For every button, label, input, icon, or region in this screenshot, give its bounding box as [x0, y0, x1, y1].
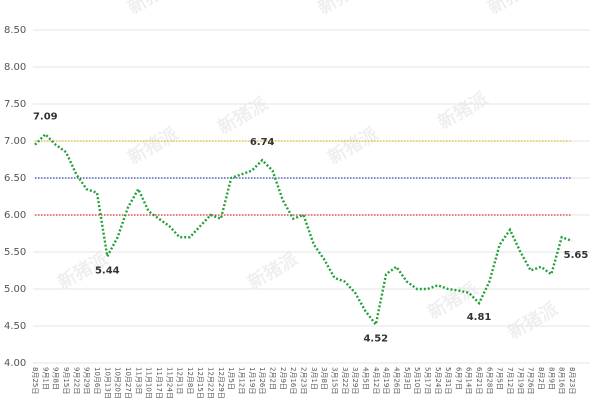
x-tick-label: 8月23日 [568, 367, 576, 394]
x-tick-label: 5月3日 [403, 367, 411, 390]
x-tick-label: 10月13日 [103, 367, 111, 399]
watermark: 新猪派 [214, 92, 273, 139]
y-tick-label: 6.00 [4, 210, 26, 221]
x-tick-label: 7月19日 [516, 367, 524, 394]
data-label: 7.09 [33, 111, 58, 122]
x-tick-label: 3月1日 [310, 367, 318, 390]
x-tick-label: 12月1日 [176, 367, 184, 394]
x-tick-label: 8月9日 [547, 367, 555, 390]
x-tick-label: 10月27日 [124, 367, 132, 399]
x-tick-label: 7月26日 [527, 367, 535, 394]
x-tick-label: 5月10日 [413, 367, 421, 394]
y-tick-label: 7.00 [4, 136, 26, 147]
x-tick-label: 4月5日 [361, 367, 369, 390]
watermark: 新猪派 [244, 247, 303, 294]
x-tick-label: 10月6日 [93, 367, 101, 394]
x-tick-label: 9月22日 [72, 367, 80, 394]
x-tick-label: 11月17日 [155, 367, 163, 399]
x-tick-label: 6月14日 [465, 367, 473, 394]
x-tick-label: 2月2日 [269, 367, 277, 390]
x-tick-label: 4月19日 [382, 367, 390, 394]
x-tick-label: 1月26日 [258, 367, 266, 394]
x-tick-label: 1月19日 [248, 367, 256, 394]
data-label: 4.52 [363, 334, 388, 345]
x-tick-label: 12月8日 [186, 367, 194, 394]
data-label: 5.44 [95, 265, 120, 276]
x-tick-label: 8月25日 [31, 367, 39, 394]
x-tick-label: 1月12日 [238, 367, 246, 394]
x-tick-label: 5月31日 [444, 367, 452, 394]
y-tick-label: 4.50 [4, 321, 26, 332]
data-label: 5.65 [564, 250, 589, 261]
x-tick-label: 9月15日 [62, 367, 70, 394]
watermark: 新猪派 [124, 0, 183, 19]
x-tick-label: 8月16日 [558, 367, 566, 394]
y-tick-label: 5.00 [4, 284, 26, 295]
x-tick-label: 3月22日 [341, 367, 349, 394]
x-tick-label: 9月1日 [41, 367, 49, 390]
watermark: 新猪派 [324, 122, 383, 169]
x-tick-label: 9月29日 [83, 367, 91, 394]
x-tick-label: 6月7日 [454, 367, 462, 390]
data-label: 6.74 [250, 137, 275, 148]
data-line [34, 132, 573, 328]
watermark: 新猪派 [434, 87, 493, 134]
x-tick-label: 11月10日 [145, 367, 153, 399]
watermark: 新猪派 [314, 0, 373, 19]
watermark: 新猪派 [504, 297, 563, 344]
y-tick-label: 6.50 [4, 173, 26, 184]
x-tick-label: 12月29日 [217, 367, 225, 399]
x-tick-label: 3月15日 [330, 367, 338, 394]
x-tick-label: 5月17日 [423, 367, 431, 394]
x-tick-label: 2月16日 [289, 367, 297, 394]
x-tick-label: 10月20日 [114, 367, 122, 399]
x-tick-label: 2月23日 [300, 367, 308, 394]
y-tick-label: 8.00 [4, 62, 26, 73]
x-tick-label: 7月12日 [506, 367, 514, 394]
y-tick-label: 7.50 [4, 99, 26, 110]
x-tick-label: 6月28日 [485, 367, 493, 394]
x-tick-label: 2月9日 [279, 367, 287, 390]
watermark: 新猪派 [124, 122, 183, 169]
x-tick-label: 6月21日 [475, 367, 483, 394]
x-tick-label: 12月15日 [196, 367, 204, 399]
data-label: 4.81 [467, 312, 492, 323]
x-tick-label: 4月12日 [372, 367, 380, 394]
watermark: 新猪派 [484, 0, 543, 19]
x-tick-label: 5月24日 [434, 367, 442, 394]
x-tick-label: 3月8日 [320, 367, 328, 390]
x-tick-label: 9月8日 [52, 367, 60, 390]
x-tick-label: 3月29日 [351, 367, 359, 394]
y-tick-label: 5.50 [4, 247, 26, 258]
x-tick-label: 7月5日 [496, 367, 504, 390]
y-tick-label: 4.00 [4, 358, 26, 369]
x-tick-label: 11月3日 [134, 367, 142, 394]
x-tick-label: 4月26日 [392, 367, 400, 394]
x-tick-label: 12月22日 [207, 367, 215, 399]
x-tick-label: 1月5日 [227, 367, 235, 390]
y-tick-label: 8.50 [4, 25, 26, 36]
x-tick-label: 11月24日 [165, 367, 173, 399]
x-tick-label: 8月2日 [537, 367, 545, 390]
